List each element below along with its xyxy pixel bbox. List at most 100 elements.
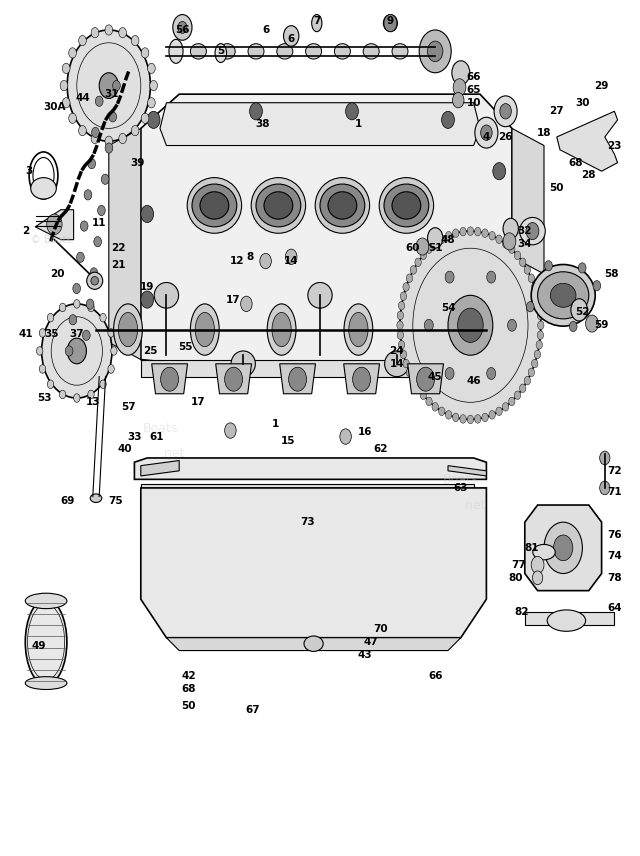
Polygon shape <box>448 466 486 476</box>
Circle shape <box>88 390 94 399</box>
Circle shape <box>285 249 297 265</box>
Circle shape <box>452 92 464 108</box>
Ellipse shape <box>231 351 255 377</box>
Ellipse shape <box>550 283 576 307</box>
Circle shape <box>415 384 421 393</box>
Circle shape <box>524 265 531 274</box>
Circle shape <box>426 245 432 253</box>
Text: 44: 44 <box>76 93 91 104</box>
Circle shape <box>397 312 404 320</box>
Ellipse shape <box>26 599 67 685</box>
Circle shape <box>65 346 73 356</box>
Ellipse shape <box>26 676 67 690</box>
Circle shape <box>398 341 404 349</box>
Circle shape <box>460 414 467 423</box>
Circle shape <box>515 391 521 400</box>
Circle shape <box>225 367 243 391</box>
Circle shape <box>500 104 511 119</box>
Ellipse shape <box>90 494 102 502</box>
Ellipse shape <box>547 609 586 632</box>
Text: 55: 55 <box>179 342 193 352</box>
Circle shape <box>428 41 443 62</box>
Ellipse shape <box>187 177 242 234</box>
Text: 66: 66 <box>467 72 481 82</box>
Text: 68: 68 <box>182 684 196 694</box>
Circle shape <box>353 367 371 391</box>
Circle shape <box>150 80 157 91</box>
Circle shape <box>528 274 534 282</box>
Circle shape <box>486 271 496 283</box>
Circle shape <box>397 321 403 330</box>
Circle shape <box>600 481 610 495</box>
Ellipse shape <box>277 44 293 59</box>
Circle shape <box>62 63 70 74</box>
Circle shape <box>586 315 598 332</box>
Circle shape <box>528 368 534 377</box>
Ellipse shape <box>421 304 450 355</box>
Text: 12: 12 <box>230 256 244 266</box>
Circle shape <box>109 111 116 122</box>
Text: 9: 9 <box>387 16 394 27</box>
Text: 27: 27 <box>550 106 564 116</box>
Circle shape <box>545 260 552 270</box>
Text: 38: 38 <box>255 119 269 129</box>
Ellipse shape <box>191 44 206 59</box>
Text: 56: 56 <box>175 25 189 35</box>
Circle shape <box>438 235 445 244</box>
Circle shape <box>60 80 68 91</box>
Circle shape <box>69 315 77 325</box>
Circle shape <box>147 111 160 128</box>
Text: 51: 51 <box>428 243 442 253</box>
Circle shape <box>141 205 154 223</box>
Circle shape <box>141 113 149 123</box>
Circle shape <box>448 295 493 355</box>
Text: 1: 1 <box>271 419 279 429</box>
Text: 76: 76 <box>607 530 621 540</box>
Text: 78: 78 <box>607 573 621 583</box>
Text: 40: 40 <box>118 444 132 455</box>
Circle shape <box>90 268 98 278</box>
Ellipse shape <box>91 276 99 285</box>
Text: 17: 17 <box>227 294 241 305</box>
Circle shape <box>100 380 106 389</box>
Polygon shape <box>141 360 480 377</box>
Circle shape <box>438 407 445 415</box>
Text: 32: 32 <box>518 226 532 236</box>
Ellipse shape <box>344 304 372 355</box>
Text: Boats: Boats <box>142 421 178 435</box>
Circle shape <box>445 367 454 379</box>
Ellipse shape <box>248 44 264 59</box>
Circle shape <box>141 48 149 58</box>
Circle shape <box>531 360 538 368</box>
Circle shape <box>445 231 452 240</box>
Circle shape <box>86 299 94 309</box>
Ellipse shape <box>383 15 397 32</box>
Text: 42: 42 <box>182 671 196 681</box>
Circle shape <box>141 291 154 308</box>
Text: 34: 34 <box>518 239 532 249</box>
Text: 47: 47 <box>364 637 379 647</box>
Text: 70: 70 <box>374 624 388 634</box>
Polygon shape <box>141 461 179 476</box>
Circle shape <box>100 313 106 322</box>
Ellipse shape <box>264 192 292 219</box>
Circle shape <box>426 397 432 406</box>
Ellipse shape <box>312 15 322 32</box>
Circle shape <box>453 79 466 96</box>
Ellipse shape <box>316 177 370 234</box>
Text: 41: 41 <box>19 329 33 339</box>
Ellipse shape <box>392 44 408 59</box>
Circle shape <box>67 338 86 364</box>
Circle shape <box>419 30 451 73</box>
Text: 39: 39 <box>131 158 145 168</box>
Circle shape <box>105 143 113 153</box>
Text: 52: 52 <box>575 307 589 318</box>
Polygon shape <box>141 488 486 638</box>
Circle shape <box>384 15 397 32</box>
Text: 18: 18 <box>537 128 551 138</box>
Text: 35: 35 <box>44 329 58 339</box>
Ellipse shape <box>538 272 589 318</box>
Polygon shape <box>280 364 316 394</box>
Circle shape <box>600 451 610 465</box>
Circle shape <box>131 126 139 136</box>
